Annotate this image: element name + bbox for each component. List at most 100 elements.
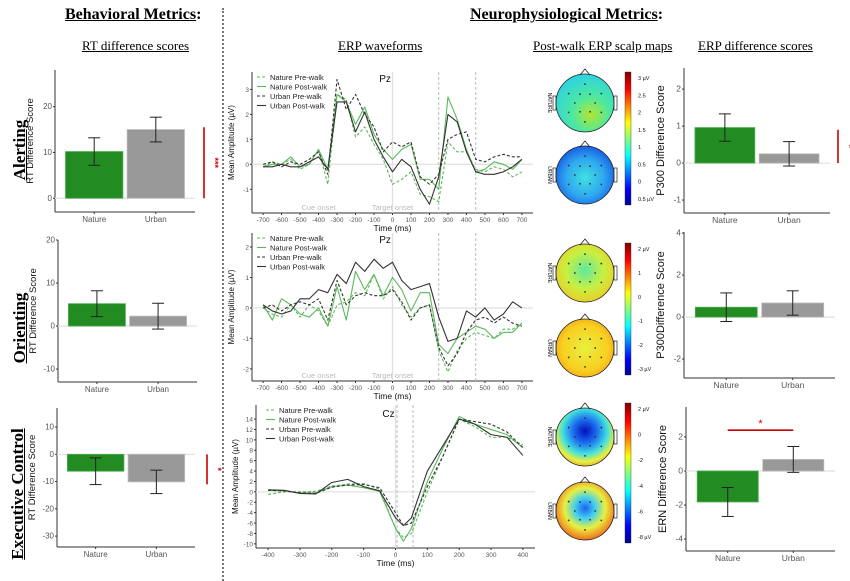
x-tick-label: -700 xyxy=(257,385,270,392)
x-tick-label: Nature xyxy=(712,215,738,225)
electrode-dot xyxy=(567,92,570,95)
scalp-head-urban xyxy=(555,145,615,205)
electrode-dot xyxy=(589,165,591,168)
scalp-maps-alerting: NATURE URBAN 3 µV 2.5 2 1.5 1 0.5 0 0.5 µV xyxy=(546,68,654,206)
x-tick-label: 300 xyxy=(443,385,454,392)
legend-label: Nature Post-walk xyxy=(279,416,336,425)
neuro-header: Neurophysiological Metrics: xyxy=(470,6,663,24)
scalp-label: NATURE xyxy=(546,263,552,284)
electrode-dot xyxy=(594,102,597,104)
electrode-dot xyxy=(600,445,603,448)
chart-wave_executive: -10 -8 -6 -4 -2 0 2 4 6 8 10 12 14 Mean Amplitude (µV… xyxy=(231,405,535,568)
ear-icon xyxy=(552,265,557,281)
x-tick-label: 300 xyxy=(443,217,454,224)
y-tick-label: 0 xyxy=(245,305,249,312)
y-tick-label: 20 xyxy=(43,102,52,111)
ear-icon xyxy=(613,503,618,519)
y-tick-label: -2 xyxy=(673,354,681,364)
y-tick-label: -10 xyxy=(42,477,54,486)
y-tick-label: -30 xyxy=(42,532,54,541)
series-line-nature-post-walk xyxy=(262,270,523,355)
scalp-label: NATURE xyxy=(546,427,552,448)
electrode-dot xyxy=(589,355,591,358)
y-tick-label: -2 xyxy=(243,366,249,373)
significance-stars: *** xyxy=(210,158,220,169)
scalp-maps-executive: NATURE URBAN 2 µV 0 -2 -4 -6 -8 µV xyxy=(546,402,652,544)
electrode-dot xyxy=(600,500,603,503)
y-tick-label: 1 xyxy=(676,121,681,131)
electrode-dot xyxy=(584,417,586,420)
electrode-dot xyxy=(573,272,576,274)
electrode-dot xyxy=(589,427,591,430)
electrode-dot xyxy=(584,454,586,457)
y-axis-title: P300 Difference Score xyxy=(655,85,667,195)
series-line-urban-pre-walk xyxy=(262,78,522,185)
scalp-head-urban xyxy=(555,481,615,541)
y-tick-label: 2 xyxy=(245,112,249,119)
chart-rt_orienting: -10 0 10 20 RT Difference Score Nature Urban xyxy=(28,236,197,394)
x-tick-label: 100 xyxy=(422,552,433,559)
y-tick-label: 2 xyxy=(678,431,683,441)
behavioral-header: Behavioral Metrics: xyxy=(65,6,201,24)
y-axis-title: P300Difference Score xyxy=(655,251,667,358)
x-tick-label: Nature xyxy=(714,380,740,390)
electrode-dot xyxy=(589,110,591,113)
colorbar-tick-label: -3 µV xyxy=(638,367,652,373)
electrode-dot xyxy=(579,501,581,504)
electrode-dot xyxy=(589,263,591,266)
colorbar-tick-label: 0 xyxy=(638,180,641,186)
nose-icon xyxy=(579,140,591,148)
x-tick-label: Urban xyxy=(145,550,167,559)
scalp-label: URBAN xyxy=(546,339,552,357)
scalp-head-nature xyxy=(555,407,615,467)
x-tick-label: 400 xyxy=(461,217,472,224)
colorbar-tick-label: 0 xyxy=(638,433,641,439)
colorbar-tick-label: 2 xyxy=(638,111,641,117)
section-divider xyxy=(222,8,224,581)
x-tick-label: 400 xyxy=(517,552,528,559)
nose-icon xyxy=(579,476,591,484)
col-title-erp-waveforms: ERP waveforms xyxy=(338,38,423,53)
electrode-dot xyxy=(600,426,603,429)
x-tick-label: 700 xyxy=(516,217,527,224)
x-tick-label: 200 xyxy=(454,552,465,559)
legend-label: Urban Pre-walk xyxy=(270,253,322,262)
electrode-dot xyxy=(567,262,570,265)
chart-ern_executive: -4 -2 0 2 ERN Difference Score Nature Urban * xyxy=(657,407,835,563)
colorbar xyxy=(624,242,632,376)
ear-icon xyxy=(613,429,618,445)
x-tick-label: -600 xyxy=(275,217,288,224)
colorbar xyxy=(624,402,632,544)
electrode-dot xyxy=(600,281,603,284)
electrode-dot xyxy=(589,280,591,283)
series-line-nature-post-walk xyxy=(262,93,523,190)
electrode-dot xyxy=(589,182,591,185)
colon: : xyxy=(196,6,202,23)
x-tick-label: Urban xyxy=(147,385,169,394)
y-axis-title: RT Difference Score xyxy=(25,98,36,184)
y-axis-title: RT Difference Score xyxy=(27,435,38,521)
electrode-dot xyxy=(573,102,576,104)
ear-icon xyxy=(552,429,557,445)
ear-icon xyxy=(613,95,618,111)
electrode-dot xyxy=(567,500,570,503)
chart-rt_alerting: 0 10 20 RT Difference Score Nature Urban *** xyxy=(25,70,220,224)
y-tick-label: 0 xyxy=(51,322,56,331)
y-tick-label: -4 xyxy=(247,510,253,517)
electrode-dot xyxy=(600,111,603,114)
y-tick-label: 4 xyxy=(676,228,681,238)
electrode-dot xyxy=(567,164,570,167)
colorbar-tick-label: -4 xyxy=(638,484,643,490)
electrode-dot xyxy=(584,491,586,494)
colorbar xyxy=(624,71,632,206)
electrode-dot xyxy=(579,338,581,341)
colorbar-tick-label: 0 xyxy=(638,295,641,301)
electrode-label: Pz xyxy=(379,235,391,246)
y-tick-label: 10 xyxy=(246,437,254,444)
electrode-dot xyxy=(600,356,603,359)
electrode-dot xyxy=(579,110,581,113)
electrode-dot xyxy=(584,120,586,123)
y-tick-label: 10 xyxy=(45,423,54,432)
y-axis-title: Mean Amplitude (µV) xyxy=(227,105,236,180)
